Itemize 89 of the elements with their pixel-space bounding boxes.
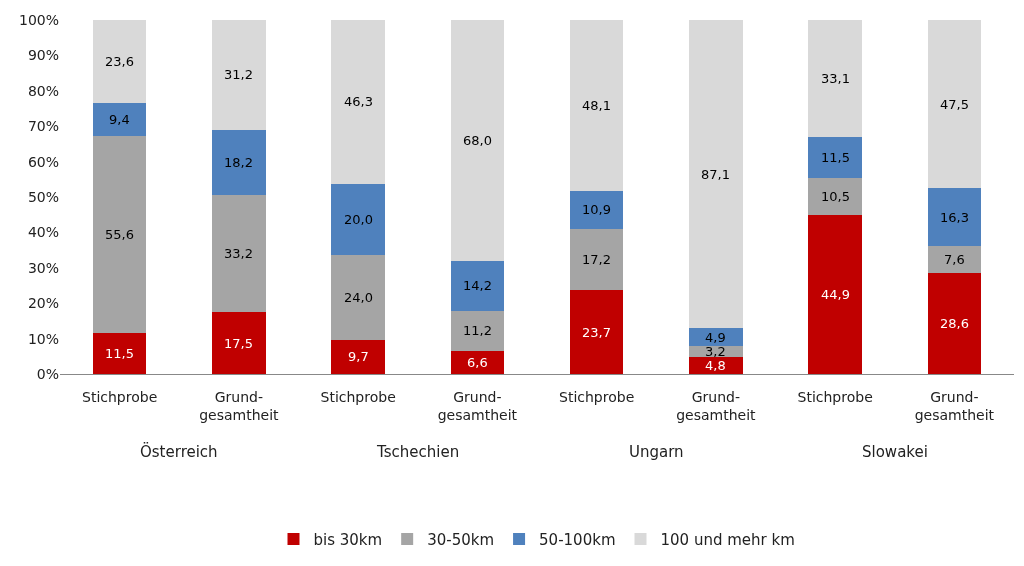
bar <box>808 20 862 138</box>
data-label: 23,7 <box>582 325 611 340</box>
y-tick-label: 60% <box>27 153 59 170</box>
data-label: 10,5 <box>821 189 850 204</box>
bar <box>450 260 505 311</box>
x-tick-label: Grund- gesamtheit <box>914 388 995 423</box>
y-tick-label: 90% <box>27 47 59 64</box>
data-label: 68,0 <box>463 133 492 148</box>
bar <box>212 194 266 313</box>
data-label: 10,9 <box>582 202 611 217</box>
bar <box>450 310 505 351</box>
text: Slowakei <box>862 443 928 461</box>
data-label: 87,1 <box>701 167 730 182</box>
data-label: 46,3 <box>344 94 373 109</box>
x-tick-label: Grund- gesamtheit <box>437 388 518 423</box>
data-label: 14,2 <box>463 278 492 293</box>
y-tick-label: 20% <box>27 295 59 312</box>
data-label: 20,0 <box>344 212 373 227</box>
bar <box>927 245 982 273</box>
bar <box>569 20 624 191</box>
y-tick-label: 80% <box>27 82 59 99</box>
bar <box>331 20 385 184</box>
x-tick-label: Stichprobe <box>82 388 158 405</box>
text: Österreich <box>140 442 218 461</box>
text: Ungarn <box>629 443 684 461</box>
bar <box>569 190 624 230</box>
bar <box>331 254 385 340</box>
x-tick-label: Grund- gesamtheit <box>199 388 280 423</box>
bar <box>569 229 624 291</box>
data-label: 9,4 <box>109 112 130 127</box>
data-label: 11,2 <box>463 323 492 338</box>
legend-label: 30-50km <box>427 530 495 549</box>
bar <box>331 183 385 255</box>
data-label: 47,5 <box>940 97 969 112</box>
legend-label: 100 und mehr km <box>660 530 795 549</box>
y-tick-label: 10% <box>27 330 59 347</box>
data-label: 23,6 <box>105 54 134 69</box>
x-tick-label: Stichprobe <box>559 388 635 405</box>
data-label: 28,6 <box>940 316 969 331</box>
data-label: 11,5 <box>821 150 850 165</box>
data-label: 55,6 <box>105 227 134 242</box>
bar <box>927 20 982 189</box>
data-label: 3,2 <box>705 344 726 359</box>
y-tick-label: 40% <box>27 224 59 241</box>
bar <box>808 137 862 178</box>
bar <box>92 136 147 334</box>
data-label: 33,2 <box>224 246 253 261</box>
bar <box>689 328 743 346</box>
data-label: 44,9 <box>821 287 850 302</box>
data-label: 31,2 <box>224 67 253 82</box>
text: Tschechien <box>376 443 460 461</box>
x-tick-label: Grund- gesamtheit <box>676 388 757 423</box>
bar <box>331 339 385 374</box>
bar <box>689 357 743 374</box>
y-tick-label: 30% <box>27 259 59 276</box>
legend-label: bis 30km <box>313 530 383 549</box>
data-label: 33,1 <box>821 71 850 86</box>
bar <box>927 272 982 374</box>
bar <box>212 312 266 374</box>
bar <box>212 130 266 195</box>
data-label: 7,6 <box>944 252 965 267</box>
bar <box>569 290 624 374</box>
data-label: 17,5 <box>224 336 253 351</box>
data-label: 16,3 <box>940 210 969 225</box>
bar <box>450 20 505 261</box>
bar <box>92 20 147 104</box>
bar <box>808 215 862 374</box>
data-label: 24,0 <box>344 290 373 305</box>
bar <box>689 20 743 329</box>
bar <box>212 20 266 131</box>
data-label: 9,7 <box>348 349 369 364</box>
x-tick-label: Stichprobe <box>320 388 396 405</box>
data-label: 48,1 <box>582 98 611 113</box>
data-label: 4,9 <box>705 330 726 345</box>
bar <box>808 177 862 216</box>
y-tick-label: 50% <box>27 188 59 205</box>
bar <box>92 333 147 374</box>
y-tick-label: 0% <box>36 365 59 382</box>
data-label: 4,8 <box>705 358 726 373</box>
y-tick-label: 100% <box>18 11 59 28</box>
data-label: 6,6 <box>467 355 488 370</box>
data-label: 17,2 <box>582 252 611 267</box>
data-label: 18,2 <box>224 155 253 170</box>
bar <box>92 103 147 137</box>
data-label: 11,5 <box>105 346 134 361</box>
bar <box>927 188 982 246</box>
x-tick-label: Stichprobe <box>797 388 873 405</box>
legend-label: 50-100km <box>539 530 616 549</box>
y-tick-label: 70% <box>27 118 59 135</box>
